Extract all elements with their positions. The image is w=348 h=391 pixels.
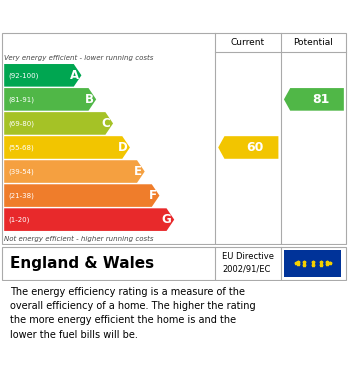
Text: Very energy efficient - lower running costs: Very energy efficient - lower running co…	[4, 54, 153, 61]
Polygon shape	[4, 112, 113, 135]
Polygon shape	[4, 184, 159, 207]
Text: (21-38): (21-38)	[8, 192, 34, 199]
Polygon shape	[4, 88, 96, 111]
Text: England & Wales: England & Wales	[10, 256, 155, 271]
Polygon shape	[4, 160, 145, 183]
Text: (69-80): (69-80)	[8, 120, 34, 127]
Text: (55-68): (55-68)	[8, 144, 34, 151]
Text: 81: 81	[312, 93, 329, 106]
Text: (81-91): (81-91)	[8, 96, 34, 102]
Text: B: B	[85, 93, 93, 106]
Polygon shape	[4, 136, 130, 159]
Text: Energy Efficiency Rating: Energy Efficiency Rating	[10, 9, 220, 23]
Text: The energy efficiency rating is a measure of the
overall efficiency of a home. T: The energy efficiency rating is a measur…	[10, 287, 256, 340]
Text: D: D	[117, 141, 127, 154]
Bar	[284, 250, 341, 277]
Text: E: E	[134, 165, 142, 178]
Polygon shape	[4, 208, 174, 231]
Text: 60: 60	[246, 141, 263, 154]
Polygon shape	[284, 88, 344, 111]
Polygon shape	[218, 136, 278, 159]
Text: Not energy efficient - higher running costs: Not energy efficient - higher running co…	[4, 236, 154, 242]
Text: EU Directive
2002/91/EC: EU Directive 2002/91/EC	[222, 252, 274, 273]
Text: G: G	[162, 213, 172, 226]
Text: C: C	[102, 117, 110, 130]
Polygon shape	[4, 64, 81, 87]
Text: Current: Current	[231, 38, 265, 47]
Text: A: A	[70, 69, 79, 82]
Text: (1-20): (1-20)	[8, 216, 30, 223]
Text: (39-54): (39-54)	[8, 168, 34, 175]
Text: Potential: Potential	[294, 38, 333, 47]
Text: (92-100): (92-100)	[8, 72, 39, 79]
Text: F: F	[149, 189, 157, 202]
